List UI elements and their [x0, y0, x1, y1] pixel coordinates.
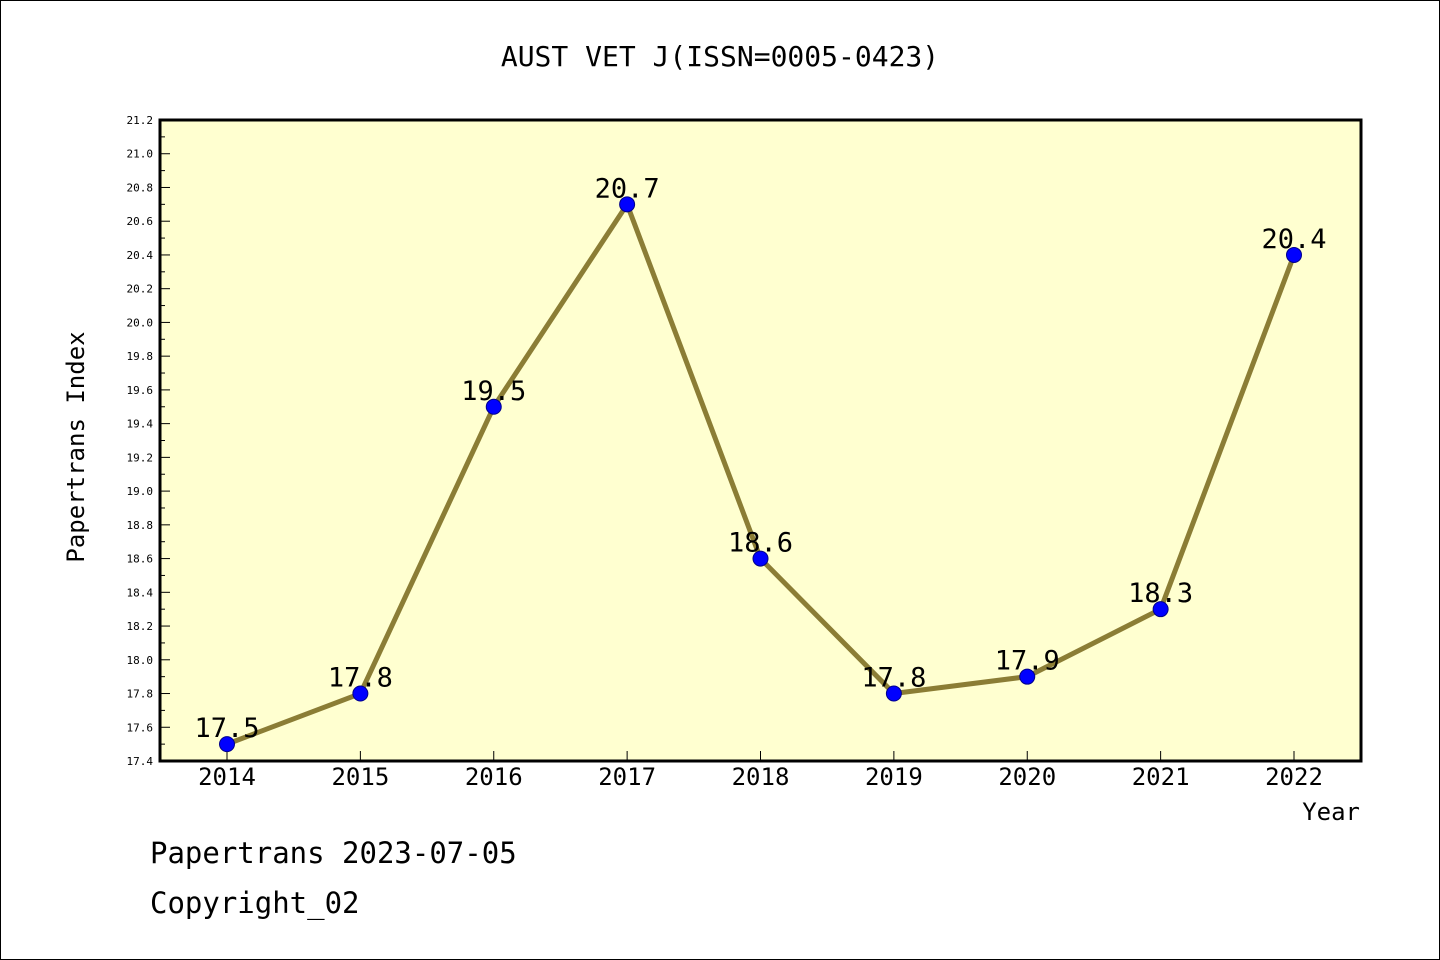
data-label: 17.8	[328, 663, 393, 694]
data-point	[219, 736, 235, 753]
y-tick-label: 20.0	[127, 316, 154, 329]
data-label: 17.8	[861, 663, 926, 694]
y-tick-label: 20.4	[127, 249, 154, 262]
x-tick-label: 2017	[598, 763, 656, 791]
y-tick-label: 20.2	[127, 283, 154, 296]
x-tick-label: 2020	[998, 763, 1056, 791]
y-tick-label: 18.6	[127, 553, 154, 566]
y-tick-label: 19.0	[127, 485, 154, 498]
data-point	[752, 550, 769, 567]
y-tick-label: 18.2	[127, 620, 154, 633]
y-tick-label: 20.8	[127, 181, 154, 194]
plot-area	[160, 120, 1361, 761]
data-point	[1286, 246, 1302, 263]
data-point	[1019, 668, 1036, 685]
y-tick-label: 19.4	[127, 418, 154, 431]
data-label: 18.6	[728, 528, 793, 559]
data-point	[1152, 601, 1169, 618]
data-point	[619, 196, 636, 213]
footer-date: Papertrans 2023-07-05	[150, 836, 517, 870]
chart-title: AUST VET J(ISSN=0005-0423)	[501, 40, 939, 73]
y-tick-label: 17.4	[127, 755, 154, 768]
x-axis-title: Year	[1302, 798, 1360, 826]
data-label: 17.5	[194, 713, 259, 744]
x-tick-label: 2018	[732, 763, 790, 791]
x-tick-label: 2019	[865, 763, 923, 791]
data-point	[352, 685, 369, 702]
data-points	[219, 196, 1302, 753]
data-label: 20.7	[595, 173, 660, 204]
y-tick-label: 21.0	[127, 148, 154, 161]
y-tick-label: 21.2	[127, 114, 154, 127]
footer-copyright: Copyright_02	[150, 886, 360, 920]
x-tick-label: 2014	[198, 763, 256, 791]
y-tick-label: 17.8	[127, 688, 154, 701]
x-axis: 2014 2015 2016 2017 2018 2019 2020 2021 2022	[198, 751, 1323, 791]
x-tick-label: 2022	[1265, 763, 1323, 791]
y-axis-title: Papertrans Index	[62, 331, 90, 562]
y-tick-label: 20.6	[127, 215, 154, 228]
y-tick-label: 18.8	[127, 519, 154, 532]
y-tick-label: 19.8	[127, 350, 154, 363]
data-label: 18.3	[1128, 578, 1193, 609]
x-tick-label: 2015	[331, 763, 389, 791]
plot-border	[158, 118, 1363, 763]
y-axis: 17.4 17.6 17.8 18.0 18.2 18.4 18.6 18.8 19.0 19.2…	[127, 114, 170, 768]
data-point	[485, 398, 502, 415]
y-tick-label: 19.6	[127, 384, 154, 397]
data-point	[885, 685, 902, 702]
data-label: 19.5	[461, 376, 526, 407]
x-tick-label: 2021	[1132, 763, 1190, 791]
y-tick-label: 19.2	[127, 451, 154, 464]
data-label: 17.9	[995, 646, 1060, 677]
y-tick-label: 18.4	[127, 586, 154, 599]
y-tick-label: 18.0	[127, 654, 154, 667]
y-tick-label: 17.6	[127, 721, 154, 734]
data-labels: 17.5 17.8 19.5 20.7 18.6 17.8 17.9 18.3 20.4	[194, 173, 1326, 744]
x-tick-label: 2016	[465, 763, 523, 791]
data-label: 20.4	[1261, 224, 1326, 255]
